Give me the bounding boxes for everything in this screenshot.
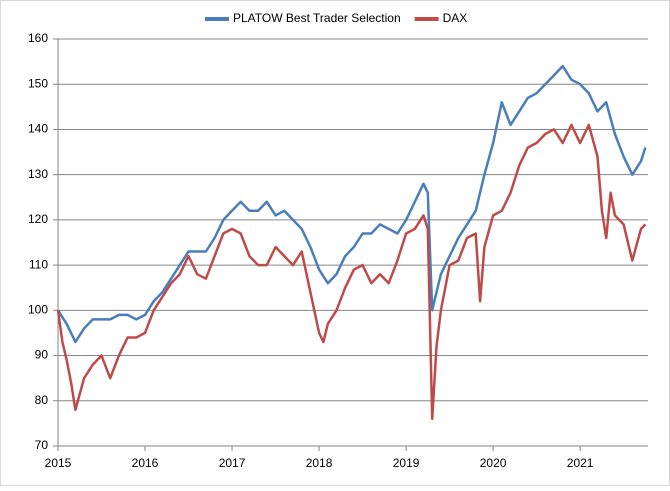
x-tick-label: 2021 (567, 456, 594, 470)
y-tick-label: 110 (29, 257, 48, 271)
x-tick-label: 2017 (219, 456, 246, 470)
series-line (56, 123, 647, 421)
y-tick-label: 150 (28, 76, 48, 90)
y-tick-label: 70 (35, 438, 49, 452)
x-tick-label: 2020 (480, 456, 507, 470)
y-tick-label: 90 (35, 348, 49, 362)
y-tick-label: 140 (28, 122, 48, 136)
y-tick-label: 80 (35, 393, 49, 407)
y-tick-label: 100 (28, 303, 48, 317)
x-tick-label: 2018 (306, 456, 333, 470)
legend-label: PLATOW Best Trader Selection (233, 11, 401, 25)
x-tick-label: 2019 (393, 456, 420, 470)
y-tick-label: 130 (28, 167, 48, 181)
series-line (56, 64, 647, 344)
y-tick-label: 120 (28, 212, 48, 226)
x-tick-label: 2015 (45, 456, 72, 470)
x-tick-label: 2016 (132, 456, 159, 470)
legend-label: DAX (443, 11, 468, 25)
y-tick-label: 160 (28, 31, 48, 45)
